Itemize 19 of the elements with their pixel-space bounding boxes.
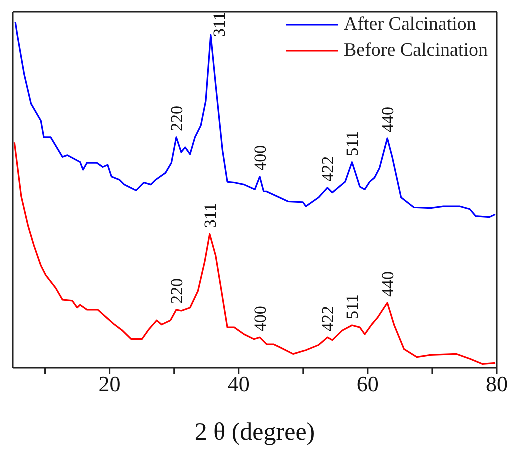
annotation: 511	[343, 131, 362, 156]
x-axis-title: 2 θ (degree)	[194, 419, 316, 446]
annotation: 311	[210, 12, 229, 38]
legend-label: After Calcination	[344, 13, 476, 37]
annotation: 511	[343, 294, 362, 320]
annotation: 440	[378, 272, 398, 298]
legend-label: Before Calcination	[344, 39, 488, 63]
annotation: 311	[200, 203, 220, 228]
x-tick-label: 20	[98, 372, 121, 397]
annotation: 220	[168, 106, 187, 132]
annotation: 422	[318, 306, 338, 332]
annotation: 220	[168, 278, 187, 304]
x-tick-label: 60	[356, 372, 379, 397]
annotation: 422	[318, 156, 338, 182]
annotation: 400	[250, 145, 270, 171]
annotation: 400	[250, 306, 270, 332]
x-tick-label: 80	[486, 372, 508, 397]
x-tick-label: 40	[228, 372, 250, 397]
annotation: 440	[378, 107, 398, 132]
